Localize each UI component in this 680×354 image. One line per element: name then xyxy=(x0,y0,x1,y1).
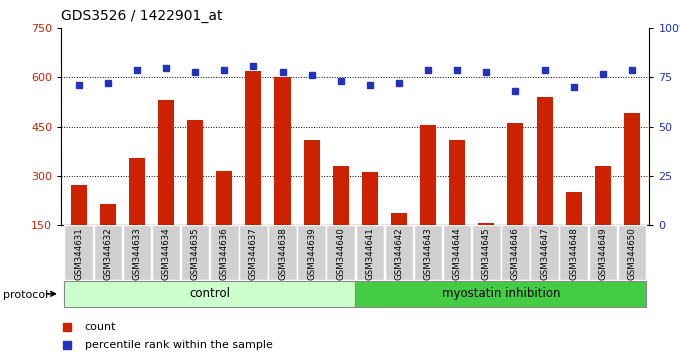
Bar xyxy=(268,225,296,280)
Bar xyxy=(100,204,116,225)
Bar xyxy=(239,225,268,280)
Text: GSM344633: GSM344633 xyxy=(133,227,141,280)
Bar xyxy=(443,225,471,280)
Bar xyxy=(617,225,646,280)
Text: GSM344641: GSM344641 xyxy=(365,227,375,280)
Bar xyxy=(624,113,640,225)
Text: GSM344639: GSM344639 xyxy=(307,227,316,280)
Text: GSM344640: GSM344640 xyxy=(336,227,345,280)
Text: GSM344648: GSM344648 xyxy=(569,227,578,280)
Bar xyxy=(420,125,436,225)
Text: GSM344644: GSM344644 xyxy=(453,227,462,280)
Bar xyxy=(391,213,407,225)
Bar xyxy=(589,225,617,280)
Bar xyxy=(414,225,443,280)
Bar xyxy=(297,225,326,280)
Bar xyxy=(152,225,180,280)
Bar xyxy=(537,97,553,225)
Bar xyxy=(122,225,151,280)
Text: GSM344645: GSM344645 xyxy=(482,227,491,280)
Text: GSM344643: GSM344643 xyxy=(424,227,432,280)
Text: GSM344632: GSM344632 xyxy=(103,227,112,280)
Bar xyxy=(216,171,233,225)
Bar xyxy=(507,123,524,225)
Bar xyxy=(362,172,378,225)
Text: GSM344631: GSM344631 xyxy=(74,227,83,280)
Bar xyxy=(333,166,349,225)
Text: GSM344638: GSM344638 xyxy=(278,227,287,280)
Text: GDS3526 / 1422901_at: GDS3526 / 1422901_at xyxy=(61,9,222,23)
Text: GSM344647: GSM344647 xyxy=(540,227,549,280)
Bar xyxy=(210,225,239,280)
Bar xyxy=(64,281,355,307)
Bar xyxy=(566,192,581,225)
Text: count: count xyxy=(84,322,116,332)
Bar xyxy=(478,223,494,225)
Bar xyxy=(355,281,647,307)
Bar xyxy=(303,139,320,225)
Bar xyxy=(326,225,355,280)
Text: protocol: protocol xyxy=(3,290,49,299)
Text: GSM344636: GSM344636 xyxy=(220,227,228,280)
Text: myostatin inhibition: myostatin inhibition xyxy=(441,287,560,300)
Bar xyxy=(94,225,122,280)
Bar xyxy=(65,225,93,280)
Bar xyxy=(187,120,203,225)
Bar xyxy=(356,225,384,280)
Bar xyxy=(181,225,209,280)
Bar xyxy=(472,225,500,280)
Text: GSM344642: GSM344642 xyxy=(394,227,403,280)
Text: GSM344646: GSM344646 xyxy=(511,227,520,280)
Text: GSM344637: GSM344637 xyxy=(249,227,258,280)
Text: GSM344650: GSM344650 xyxy=(628,227,636,280)
Bar xyxy=(71,185,86,225)
Text: GSM344634: GSM344634 xyxy=(162,227,171,280)
Bar xyxy=(530,225,559,280)
Bar xyxy=(501,225,530,280)
Bar xyxy=(129,158,145,225)
Bar xyxy=(245,71,261,225)
Bar xyxy=(385,225,413,280)
Bar xyxy=(595,166,611,225)
Text: GSM344649: GSM344649 xyxy=(598,227,607,280)
Text: control: control xyxy=(189,287,231,300)
Bar xyxy=(560,225,588,280)
Text: GSM344635: GSM344635 xyxy=(190,227,200,280)
Bar xyxy=(449,139,465,225)
Bar xyxy=(275,78,290,225)
Text: percentile rank within the sample: percentile rank within the sample xyxy=(84,340,273,350)
Bar xyxy=(158,100,174,225)
